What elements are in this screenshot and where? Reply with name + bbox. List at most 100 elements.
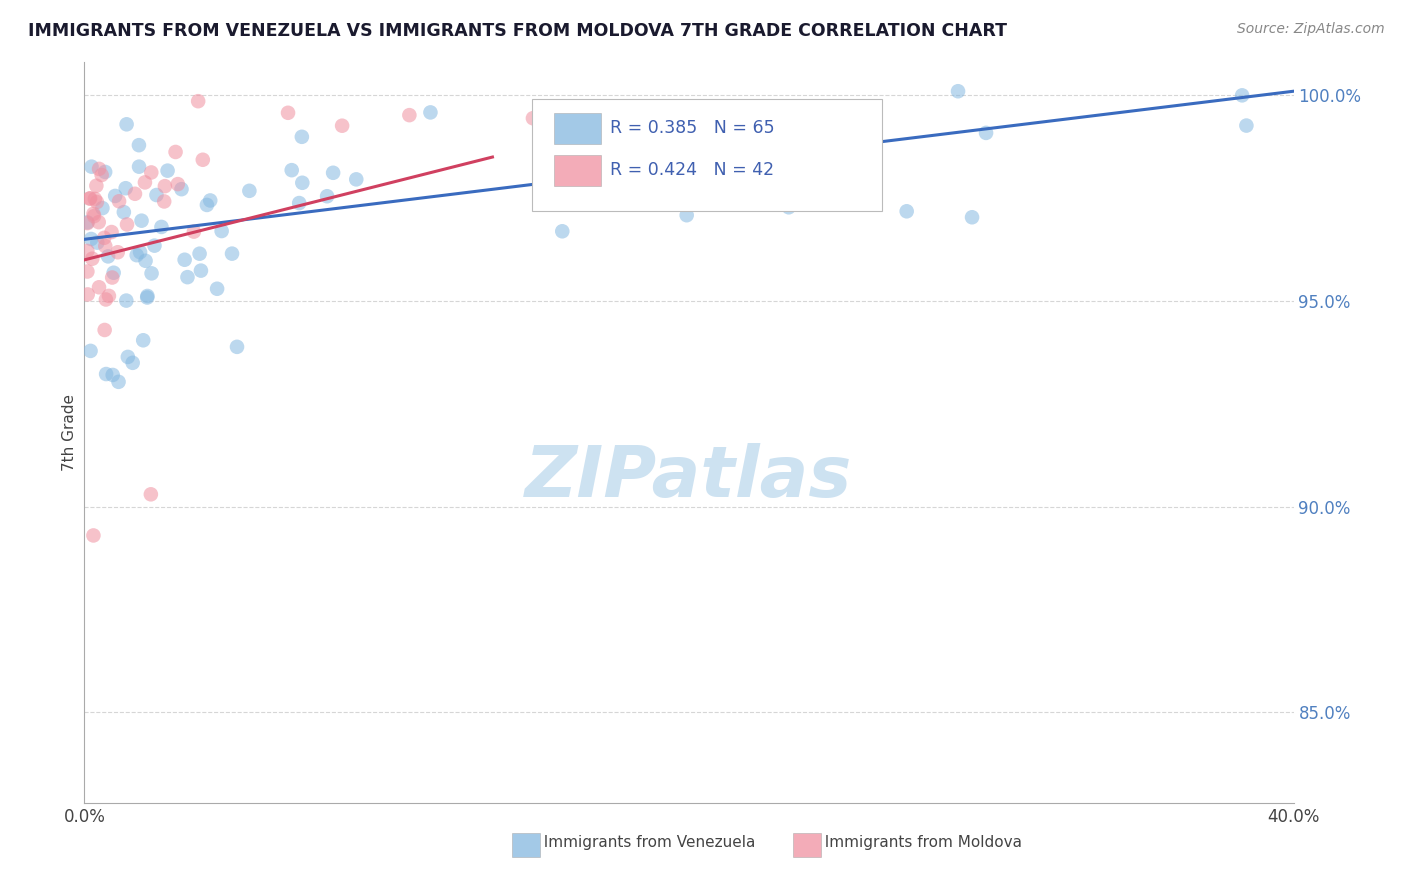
Point [176, 270, 198, 285]
Point [83, 192, 105, 206]
Point [93, 231, 115, 245]
Point [131, 213, 153, 227]
Point [398, 108, 420, 122]
Point [90, 168, 112, 182]
Point [173, 252, 195, 267]
Point [103, 266, 125, 280]
Point [145, 188, 167, 202]
Point [94, 165, 117, 179]
FancyBboxPatch shape [554, 112, 600, 144]
Point [100, 225, 122, 239]
Point [93, 323, 115, 337]
Point [183, 225, 205, 239]
Point [115, 293, 138, 308]
Point [76, 216, 98, 230]
Text: Immigrants from Venezuela: Immigrants from Venezuela [534, 836, 755, 850]
Point [79, 192, 101, 206]
Point [974, 126, 997, 140]
Point [226, 340, 249, 354]
Point [188, 246, 211, 260]
Point [190, 263, 212, 277]
Point [675, 208, 697, 222]
Point [277, 105, 299, 120]
Point [141, 165, 163, 179]
Point [86, 178, 108, 193]
Point [671, 177, 693, 191]
Point [86, 195, 108, 210]
Point [76, 287, 98, 301]
Point [83, 209, 105, 223]
Point [94, 293, 117, 307]
Point [129, 245, 152, 260]
Point [153, 194, 176, 209]
Point [124, 186, 146, 201]
Point [779, 142, 801, 156]
Text: R = 0.385   N = 65: R = 0.385 N = 65 [610, 119, 775, 136]
Point [94, 367, 117, 381]
Point [166, 177, 188, 191]
Point [107, 245, 129, 260]
Text: ZIPatlas: ZIPatlas [526, 442, 852, 511]
Point [108, 194, 131, 209]
Point [101, 270, 124, 285]
Point [156, 163, 179, 178]
Point [664, 194, 686, 209]
Point [80, 160, 103, 174]
Point [136, 289, 159, 303]
Text: IMMIGRANTS FROM VENEZUELA VS IMMIGRANTS FROM MOLDOVA 7TH GRADE CORRELATION CHART: IMMIGRANTS FROM VENEZUELA VS IMMIGRANTS … [28, 22, 1007, 40]
Point [87, 161, 110, 176]
Point [114, 181, 136, 195]
Point [896, 204, 918, 219]
Y-axis label: 7th Grade: 7th Grade [62, 394, 77, 471]
Point [101, 368, 124, 382]
Point [79, 191, 101, 205]
Point [121, 356, 143, 370]
Text: Source: ZipAtlas.com: Source: ZipAtlas.com [1237, 22, 1385, 37]
Point [1234, 119, 1257, 133]
Point [1230, 88, 1253, 103]
Point [117, 350, 139, 364]
Text: Immigrants from Moldova: Immigrants from Moldova [815, 836, 1022, 850]
Point [136, 291, 159, 305]
Point [141, 266, 163, 280]
FancyBboxPatch shape [554, 155, 600, 186]
Point [94, 239, 117, 253]
Point [211, 224, 233, 238]
Point [143, 238, 166, 252]
Point [76, 244, 98, 258]
Point [238, 184, 260, 198]
Point [778, 200, 800, 214]
Point [200, 194, 222, 208]
Point [132, 333, 155, 347]
Point [115, 117, 138, 131]
Point [82, 207, 104, 221]
Point [195, 198, 218, 212]
Point [522, 112, 544, 126]
Point [82, 252, 104, 266]
Point [288, 196, 311, 211]
Point [128, 138, 150, 153]
Point [79, 343, 101, 358]
Point [128, 160, 150, 174]
Point [960, 211, 983, 225]
Text: R = 0.424   N = 42: R = 0.424 N = 42 [610, 161, 775, 178]
Point [221, 246, 243, 260]
Point [205, 282, 228, 296]
Point [82, 528, 104, 542]
Point [419, 105, 441, 120]
Point [87, 215, 110, 229]
Point [76, 264, 98, 278]
Point [153, 179, 176, 194]
Point [551, 224, 574, 238]
FancyBboxPatch shape [531, 99, 883, 211]
Point [115, 218, 138, 232]
Point [150, 219, 173, 234]
Point [87, 280, 110, 294]
Point [135, 253, 157, 268]
Point [291, 176, 314, 190]
Point [91, 201, 114, 215]
Point [322, 166, 344, 180]
Point [291, 129, 314, 144]
Point [80, 232, 103, 246]
Point [107, 375, 129, 389]
